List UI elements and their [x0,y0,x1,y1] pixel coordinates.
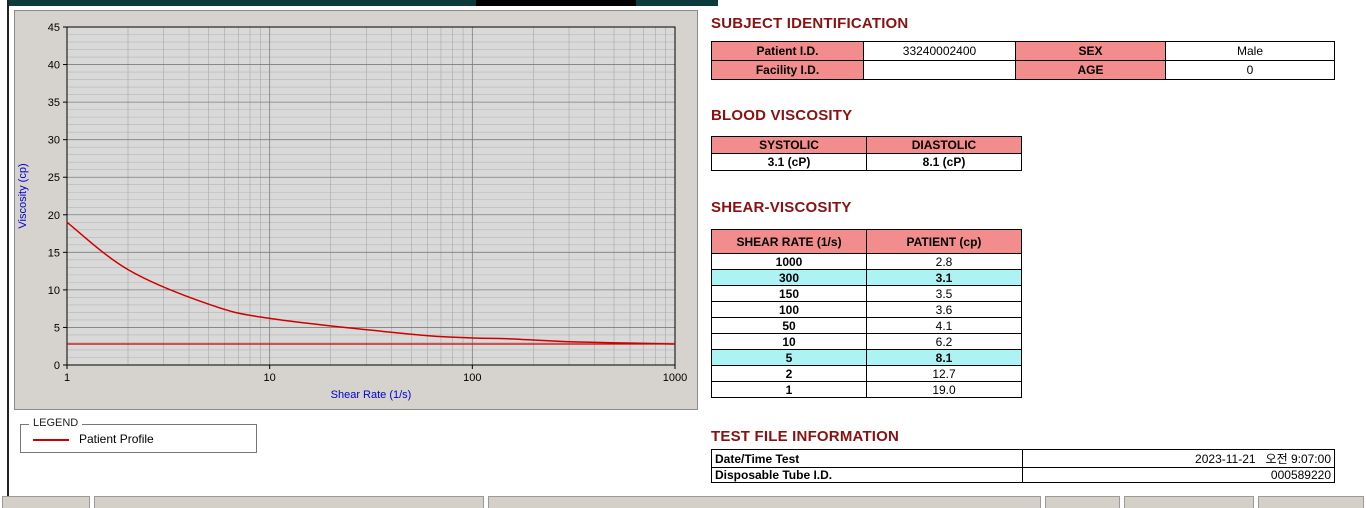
legend-title: LEGEND [29,417,83,429]
title-bar-fragment-dark [476,0,636,6]
patient-cp-cell: 2.8 [866,253,1022,270]
footer-segment[interactable] [1124,496,1254,508]
shear-row: 2 12.7 [711,365,1022,382]
blood-viscosity-table: SYSTOLIC DIASTOLIC 3.1 (cP) 8.1 (cP) [711,136,1022,171]
svg-text:10: 10 [264,372,276,384]
facility-id-label: Facility I.D. [711,60,864,80]
svg-text:45: 45 [48,22,60,34]
svg-text:100: 100 [463,372,481,384]
tube-id-label: Disposable Tube I.D. [711,467,1023,483]
systolic-header: SYSTOLIC [711,136,867,154]
svg-text:35: 35 [48,97,60,109]
legend: LEGEND Patient Profile [20,417,257,453]
footer-segment[interactable] [2,496,90,508]
shear-rate-cell: 150 [711,285,867,302]
patient-cp-cell: 3.6 [866,301,1022,318]
patient-id-label: Patient I.D. [711,41,864,61]
patient-cp-cell: 4.1 [866,317,1022,334]
footer-segment[interactable] [488,496,1041,508]
facility-id-value [863,60,1016,80]
legend-series-label: Patient Profile [79,432,154,446]
systolic-value: 3.1 (cP) [711,153,867,171]
svg-text:0: 0 [54,360,60,372]
shear-row: 5 8.1 [711,349,1022,366]
patient-cp-cell: 12.7 [866,365,1022,382]
shear-row: 50 4.1 [711,317,1022,334]
age-value: 0 [1165,60,1335,80]
viscosity-chart: 0 5 10 15 20 25 30 35 40 45 1 10 100 1000 Shear Rate (… [17,22,687,401]
patient-cp-header: PATIENT (cp) [866,229,1022,254]
svg-text:1000: 1000 [663,372,687,384]
shear-row: 1 19.0 [711,381,1022,398]
bv-header-row: SYSTOLIC DIASTOLIC [711,136,1022,154]
shear-rate-cell: 1000 [711,253,867,270]
diastolic-header: DIASTOLIC [866,136,1022,154]
shear-row: 150 3.5 [711,285,1022,302]
patient-cp-cell: 6.2 [866,333,1022,350]
shear-row: 300 3.1 [711,269,1022,286]
shear-rate-cell: 10 [711,333,867,350]
shear-header-row: SHEAR RATE (1/s) PATIENT (cp) [711,229,1022,254]
test-file-info-title: TEST FILE INFORMATION [711,428,900,445]
svg-text:1: 1 [64,372,70,384]
svg-text:30: 30 [48,135,60,147]
footer-segment[interactable] [1258,496,1364,508]
title-bar-fragment [8,0,718,6]
blood-viscosity-title: BLOOD VISCOSITY [711,107,853,124]
date-time-value: 2023-11-21 오전 9:07:00 [1022,449,1335,468]
date-time-label: Date/Time Test [711,449,1023,468]
patient-cp-cell: 19.0 [866,381,1022,398]
footer-segment[interactable] [1045,496,1120,508]
window-left-border [7,0,9,497]
patient-cp-cell: 8.1 [866,349,1022,366]
bv-value-row: 3.1 (cP) 8.1 (cP) [711,153,1022,171]
svg-text:20: 20 [48,210,60,222]
patient-id-value: 33240002400 [863,41,1016,61]
subject-table: Patient I.D. 33240002400 SEX Male Facili… [711,41,1335,80]
svg-text:15: 15 [48,247,60,259]
svg-text:Viscosity (cp): Viscosity (cp) [17,163,29,228]
patient-cp-cell: 3.5 [866,285,1022,302]
sex-value: Male [1165,41,1335,61]
subject-identification-title: SUBJECT IDENTIFICATION [711,15,909,32]
shear-rate-cell: 100 [711,301,867,318]
patient-cp-cell: 3.1 [866,269,1022,286]
chart-panel: 0 5 10 15 20 25 30 35 40 45 1 10 100 1000 Shear Rate (… [14,10,698,410]
diastolic-value: 8.1 (cP) [866,153,1022,171]
subject-row: Facility I.D. AGE 0 [711,60,1335,80]
shear-viscosity-title: SHEAR-VISCOSITY [711,199,852,216]
sex-label: SEX [1015,41,1166,61]
shear-rate-header: SHEAR RATE (1/s) [711,229,867,254]
shear-row: 100 3.6 [711,301,1022,318]
tube-id-value: 000589220 [1022,467,1335,483]
shear-rate-cell: 1 [711,381,867,398]
age-label: AGE [1015,60,1166,80]
shear-row: 10 6.2 [711,333,1022,350]
shear-row: 1000 2.8 [711,253,1022,270]
svg-text:5: 5 [54,322,60,334]
test-file-row: Disposable Tube I.D. 000589220 [711,467,1335,483]
legend-line-sample [33,439,69,441]
test-file-row: Date/Time Test 2023-11-21 오전 9:07:00 [711,449,1335,468]
shear-viscosity-table: SHEAR RATE (1/s) PATIENT (cp) 1000 2.8 300… [711,229,1022,398]
svg-text:25: 25 [48,172,60,184]
svg-text:10: 10 [48,285,60,297]
footer-segment[interactable] [94,496,484,508]
svg-text:40: 40 [48,60,60,72]
shear-rate-cell: 50 [711,317,867,334]
subject-row: Patient I.D. 33240002400 SEX Male [711,41,1335,61]
shear-rate-cell: 300 [711,269,867,286]
shear-rate-cell: 5 [711,349,867,366]
test-file-table: Date/Time Test 2023-11-21 오전 9:07:00 Dis… [711,449,1335,483]
svg-text:Shear Rate (1/s): Shear Rate (1/s) [331,389,412,401]
shear-rate-cell: 2 [711,365,867,382]
